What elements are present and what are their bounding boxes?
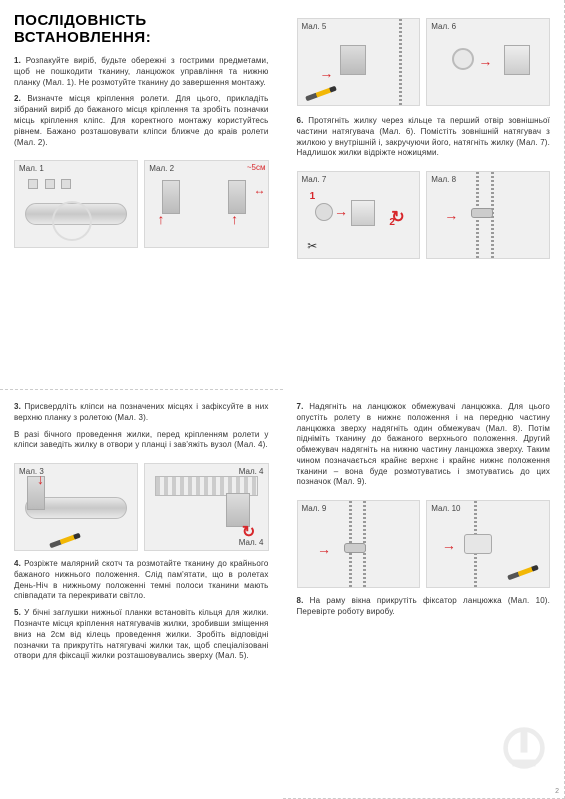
quadrant-2: Мал. 5 → Мал. 6 → 6. Протягніть жилку че… bbox=[283, 0, 565, 390]
fig-row-3-4: Мал. 3 ↓ Мал. 4 ↻ Мал. 4 bbox=[14, 463, 269, 551]
step-1-lead: 1. bbox=[14, 56, 21, 65]
figure-6: Мал. 6 → bbox=[426, 18, 550, 106]
screwdriver-icon bbox=[507, 565, 539, 581]
cap-icon bbox=[504, 45, 530, 75]
step-4-lead: 4. bbox=[14, 559, 21, 568]
figure-1-label: Мал. 1 bbox=[19, 164, 44, 173]
step-3-lead: 3. bbox=[14, 402, 21, 411]
quadrant-1: ПОСЛІДОВНІСТЬ ВСТАНОВЛЕННЯ: 1. Розпакуйт… bbox=[0, 0, 283, 390]
dimension-arrow-icon: ↔ bbox=[254, 183, 266, 197]
step-6-text: 6. Протягніть жилку через кільце та перш… bbox=[297, 116, 551, 159]
part-icon bbox=[61, 179, 71, 189]
figure-5: Мал. 5 → bbox=[297, 18, 421, 106]
arrow-up-icon: ↑ bbox=[157, 211, 164, 227]
bracket-icon bbox=[162, 180, 180, 214]
step-4-body: Розріжте малярний скотч та розмотайте тк… bbox=[14, 559, 269, 600]
figure-2: Мал. 2 ↑ ↑ ~5см ↔ bbox=[144, 160, 268, 248]
arrow-right-icon: → bbox=[444, 207, 458, 223]
callout-1: 1 bbox=[310, 191, 316, 202]
figure-3-label: Мал. 3 bbox=[19, 467, 44, 476]
fig-row-1-2: Мал. 1 Мал. 2 ↑ ↑ ~5см ↔ bbox=[14, 160, 269, 248]
screwdriver-icon bbox=[305, 86, 337, 102]
quadrant-3: 3. Присвердліть кліпси на позначених міс… bbox=[0, 390, 283, 799]
figure-7-label: Мал. 7 bbox=[302, 175, 327, 184]
figure-4-label-alt: Мал. 4 bbox=[239, 538, 264, 547]
rotate-arrow-icon: ↻ bbox=[391, 207, 404, 227]
chain-holder-icon bbox=[464, 534, 492, 554]
figure-5-label: Мал. 5 bbox=[302, 22, 327, 31]
step-3-text: 3. Присвердліть кліпси на позначених міс… bbox=[14, 402, 269, 424]
page-title: ПОСЛІДОВНІСТЬ ВСТАНОВЛЕННЯ: bbox=[14, 12, 269, 46]
step-7-text: 7. Надягніть на ланцюжок обмежувачі ланц… bbox=[297, 402, 551, 488]
step-1-body: Розпакуйте виріб, будьте обережні з гост… bbox=[14, 56, 269, 87]
figure-8: Мал. 8 → bbox=[426, 171, 550, 259]
step-5-text: 5. У бічні заглушки нижньої планки встан… bbox=[14, 608, 269, 662]
chain-stopper-icon bbox=[344, 543, 366, 553]
step-7-lead: 7. bbox=[297, 402, 304, 411]
arrow-up-icon: ↑ bbox=[231, 211, 238, 227]
knob-icon bbox=[315, 203, 333, 221]
step-5-lead: 5. bbox=[14, 608, 21, 617]
arrow-right-icon: → bbox=[478, 53, 492, 69]
figure-4-label: Мал. 4 bbox=[239, 467, 264, 476]
arrow-right-icon: → bbox=[442, 537, 456, 553]
figure-10-label: Мал. 10 bbox=[431, 504, 460, 513]
arrow-right-icon: → bbox=[334, 203, 348, 219]
step-8-lead: 8. bbox=[297, 596, 304, 605]
figure-10: Мал. 10 → bbox=[426, 500, 550, 588]
step-6-lead: 6. bbox=[297, 116, 304, 125]
dimension-label: ~5см bbox=[247, 163, 266, 172]
tensioner-icon bbox=[340, 45, 366, 75]
arrow-right-icon: → bbox=[317, 541, 331, 557]
watermark-logo-icon bbox=[501, 725, 547, 771]
screwdriver-icon bbox=[49, 533, 81, 549]
chain-icon bbox=[399, 19, 402, 105]
fig-row-7-8: Мал. 7 1 2 → ↻ ✂ Мал. 8 → bbox=[297, 171, 551, 259]
ring-icon bbox=[452, 48, 474, 70]
figure-9-label: Мал. 9 bbox=[302, 504, 327, 513]
step-3b-text: В разі бічного проведення жилки, перед к… bbox=[14, 430, 269, 452]
step-2-text: 2. Визначте місця кріплення ролети. Для … bbox=[14, 94, 269, 148]
figure-4: Мал. 4 ↻ Мал. 4 bbox=[144, 463, 268, 551]
step-5-body: У бічні заглушки нижньої планки встанові… bbox=[14, 608, 269, 660]
chain-stopper-icon bbox=[471, 208, 493, 218]
step-2-body: Визначте місця кріплення ролети. Для цьо… bbox=[14, 94, 269, 146]
figure-8-label: Мал. 8 bbox=[431, 175, 456, 184]
figure-9: Мал. 9 → bbox=[297, 500, 421, 588]
step-7-body: Надягніть на ланцюжок обмежувачі ланцюжк… bbox=[297, 402, 551, 487]
figure-6-label: Мал. 6 bbox=[431, 22, 456, 31]
step-3-body: Присвердліть кліпси на позначених місцях… bbox=[14, 402, 269, 422]
step-6-body: Протягніть жилку через кільце та перший … bbox=[297, 116, 551, 157]
fig-row-5-6: Мал. 5 → Мал. 6 → bbox=[297, 18, 551, 106]
figure-1: Мал. 1 bbox=[14, 160, 138, 248]
ring-icon bbox=[52, 201, 92, 241]
part-icon bbox=[45, 179, 55, 189]
step-1-text: 1. Розпакуйте виріб, будьте обережні з г… bbox=[14, 56, 269, 88]
part-icon bbox=[28, 179, 38, 189]
bracket-icon bbox=[228, 180, 246, 214]
step-8-body: На раму вікна прикрутіть фіксатор ланцюж… bbox=[297, 596, 551, 616]
page-number: 2 bbox=[555, 788, 559, 795]
step-2-lead: 2. bbox=[14, 94, 21, 103]
step-8-text: 8. На раму вікна прикрутіть фіксатор лан… bbox=[297, 596, 551, 618]
step-4-text: 4. Розріжте малярний скотч та розмотайте… bbox=[14, 559, 269, 602]
fig-row-9-10: Мал. 9 → Мал. 10 → bbox=[297, 500, 551, 588]
tensioner-body-icon bbox=[351, 200, 375, 226]
figure-7: Мал. 7 1 2 → ↻ ✂ bbox=[297, 171, 421, 259]
figure-2-label: Мал. 2 bbox=[149, 164, 174, 173]
scissors-icon: ✂ bbox=[307, 239, 317, 253]
arrow-right-icon: → bbox=[319, 65, 333, 81]
figure-3: Мал. 3 ↓ bbox=[14, 463, 138, 551]
